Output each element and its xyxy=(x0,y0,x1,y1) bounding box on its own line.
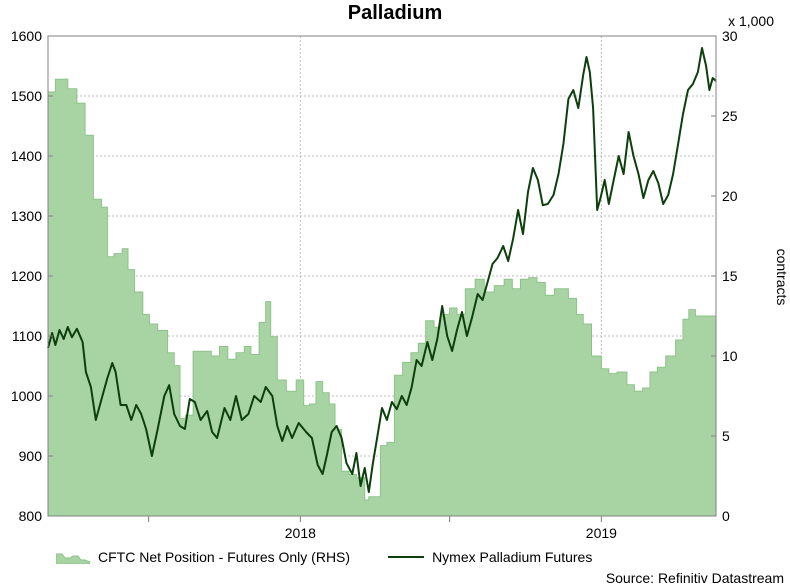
legend: CFTC Net Position - Futures Only (RHS) N… xyxy=(56,547,630,567)
legend-line-swatch xyxy=(388,556,425,558)
left-tick-label: 1500 xyxy=(11,88,42,104)
x-tick-label: 2018 xyxy=(285,525,316,541)
legend-item-cftc: CFTC Net Position - Futures Only (RHS) xyxy=(56,549,350,565)
x-tick-label: 2019 xyxy=(586,525,617,541)
right-tick-label: 25 xyxy=(722,108,738,124)
right-tick-label: 0 xyxy=(722,508,730,524)
chart-svg: Palladium x 1,000 contracts 800 900 1000 11… xyxy=(11,2,790,541)
right-axis-label: contracts xyxy=(774,249,790,306)
source-note: Source: Refinitiv Datastream xyxy=(605,570,784,586)
chart-title: Palladium xyxy=(348,2,442,24)
left-tick-label: 1000 xyxy=(11,388,42,404)
left-tick-label: 1400 xyxy=(11,148,42,164)
right-tick-label: 5 xyxy=(722,428,730,444)
right-tick-label: 20 xyxy=(722,188,738,204)
left-tick-label: 1100 xyxy=(12,328,42,344)
left-tick-label: 1200 xyxy=(11,268,42,284)
cftc-net-position-area xyxy=(47,78,717,517)
left-tick-label: 1300 xyxy=(11,208,42,224)
left-tick-label: 1600 xyxy=(11,28,42,44)
legend-label-palladium: Nymex Palladium Futures xyxy=(432,549,593,565)
right-tick-label: 30 xyxy=(722,28,738,44)
left-tick-label: 800 xyxy=(19,508,43,524)
legend-area-swatch xyxy=(56,553,90,564)
left-tick-label: 900 xyxy=(19,448,43,464)
legend-label-cftc: CFTC Net Position - Futures Only (RHS) xyxy=(98,549,351,565)
legend-item-palladium: Nymex Palladium Futures xyxy=(388,549,592,565)
palladium-futures-line xyxy=(47,47,717,493)
right-axis-multiplier: x 1,000 xyxy=(728,13,774,29)
right-tick-label: 10 xyxy=(722,348,738,364)
right-tick-label: 15 xyxy=(722,268,738,284)
